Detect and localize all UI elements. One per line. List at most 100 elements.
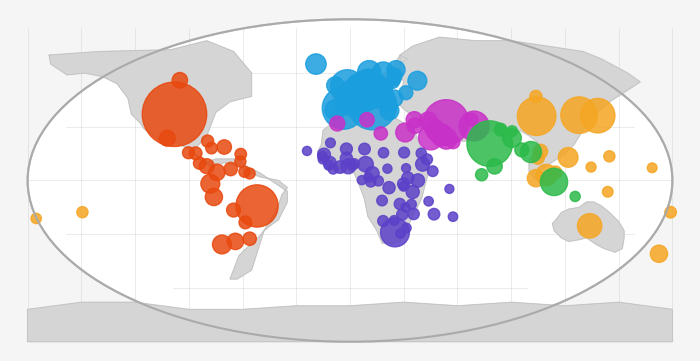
Circle shape <box>419 126 443 150</box>
Circle shape <box>369 90 384 106</box>
Circle shape <box>395 123 414 142</box>
Circle shape <box>383 164 392 173</box>
Circle shape <box>352 83 370 100</box>
Circle shape <box>224 162 237 176</box>
Circle shape <box>436 128 457 149</box>
Circle shape <box>424 100 469 145</box>
Circle shape <box>389 216 399 225</box>
Circle shape <box>540 168 568 196</box>
Circle shape <box>336 79 372 116</box>
Circle shape <box>399 182 408 191</box>
Circle shape <box>236 185 278 227</box>
Circle shape <box>31 213 41 224</box>
Circle shape <box>428 208 440 220</box>
Circle shape <box>206 142 217 154</box>
Polygon shape <box>27 302 673 342</box>
Circle shape <box>388 68 402 83</box>
Circle shape <box>358 157 373 172</box>
Circle shape <box>398 178 410 190</box>
Circle shape <box>364 173 373 182</box>
Circle shape <box>340 143 352 155</box>
Circle shape <box>234 156 246 167</box>
Circle shape <box>334 161 346 173</box>
Circle shape <box>448 212 458 221</box>
Circle shape <box>346 78 370 102</box>
Circle shape <box>372 93 385 106</box>
Circle shape <box>549 166 562 179</box>
Circle shape <box>381 95 395 109</box>
Circle shape <box>416 148 426 158</box>
Circle shape <box>459 111 489 141</box>
Circle shape <box>340 152 353 164</box>
Circle shape <box>341 159 356 174</box>
Circle shape <box>378 148 388 158</box>
Circle shape <box>536 164 557 186</box>
Circle shape <box>419 112 438 130</box>
Circle shape <box>365 177 376 187</box>
Circle shape <box>665 206 676 218</box>
Circle shape <box>360 113 374 127</box>
Circle shape <box>527 170 545 187</box>
Circle shape <box>227 203 241 217</box>
Circle shape <box>395 229 405 238</box>
Polygon shape <box>552 202 624 252</box>
Circle shape <box>373 176 384 186</box>
Circle shape <box>193 157 206 169</box>
Circle shape <box>428 166 438 177</box>
Circle shape <box>394 199 405 209</box>
Circle shape <box>406 112 423 128</box>
Circle shape <box>377 88 393 103</box>
Circle shape <box>235 148 246 160</box>
Circle shape <box>160 130 175 146</box>
Circle shape <box>399 86 413 100</box>
Circle shape <box>561 97 597 134</box>
Circle shape <box>327 77 344 94</box>
Circle shape <box>426 119 444 136</box>
Circle shape <box>358 61 381 84</box>
Circle shape <box>520 142 542 162</box>
Circle shape <box>358 143 370 155</box>
Circle shape <box>530 90 542 103</box>
Circle shape <box>228 233 244 249</box>
Circle shape <box>533 144 547 159</box>
Circle shape <box>357 175 366 185</box>
Circle shape <box>172 73 188 88</box>
Circle shape <box>402 223 411 233</box>
Circle shape <box>365 166 379 180</box>
Circle shape <box>465 113 478 126</box>
Circle shape <box>374 127 388 140</box>
Circle shape <box>372 62 394 84</box>
Circle shape <box>507 126 517 137</box>
Polygon shape <box>206 159 287 279</box>
Circle shape <box>407 199 416 209</box>
Polygon shape <box>332 55 407 116</box>
Circle shape <box>183 147 195 159</box>
Circle shape <box>306 54 326 74</box>
Circle shape <box>406 186 419 199</box>
Circle shape <box>445 184 454 193</box>
Circle shape <box>209 164 225 180</box>
Circle shape <box>378 86 393 100</box>
Circle shape <box>202 135 214 147</box>
Polygon shape <box>49 41 251 166</box>
Circle shape <box>578 214 602 238</box>
Circle shape <box>402 172 414 184</box>
Circle shape <box>402 164 410 173</box>
Circle shape <box>580 99 615 133</box>
Circle shape <box>386 90 403 106</box>
Circle shape <box>243 232 256 245</box>
Circle shape <box>514 143 528 157</box>
Circle shape <box>348 81 397 130</box>
Circle shape <box>486 158 502 174</box>
Circle shape <box>408 208 419 219</box>
Circle shape <box>349 159 359 169</box>
Circle shape <box>358 69 379 90</box>
Circle shape <box>77 206 88 218</box>
Circle shape <box>380 101 399 120</box>
Ellipse shape <box>27 19 673 342</box>
Circle shape <box>368 82 388 101</box>
Circle shape <box>323 156 336 169</box>
Circle shape <box>424 196 433 206</box>
Circle shape <box>407 118 423 134</box>
Circle shape <box>326 138 335 148</box>
